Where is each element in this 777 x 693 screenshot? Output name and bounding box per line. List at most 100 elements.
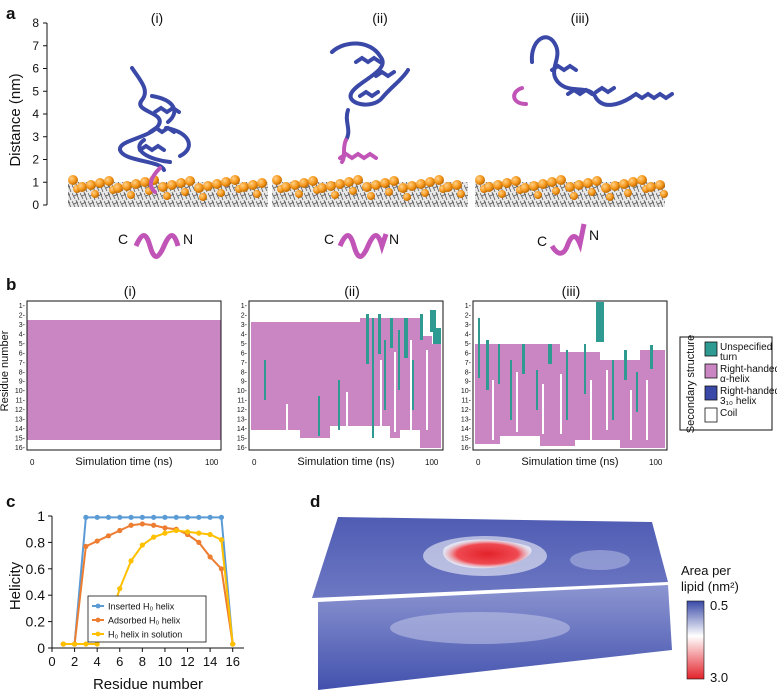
membrane-surface-top	[312, 517, 668, 598]
x-tick-label: 4	[94, 654, 101, 669]
lipid-headgroup	[547, 177, 557, 187]
colorbar-title-line1: Area per	[681, 563, 732, 578]
series-point-2	[94, 641, 100, 647]
state-label-ii: (ii)	[372, 10, 388, 26]
series-point-0	[207, 514, 213, 520]
legend-label: Unspecified	[720, 342, 772, 353]
lipid-headgroup	[353, 175, 363, 185]
residue-tick-label: 14-	[461, 426, 472, 433]
residue-tick-label: 7-	[19, 360, 26, 367]
series-point-0	[151, 514, 157, 520]
series-point-2	[60, 641, 66, 647]
series-point-1	[105, 533, 112, 539]
legend-label-line2: turn	[720, 352, 737, 363]
svg-text:N: N	[183, 231, 193, 247]
heatmap-xlabel: Simulation time (ns)	[75, 456, 172, 468]
series-point-2	[139, 542, 145, 548]
lipid-headgroup	[452, 180, 462, 190]
series-point-1	[207, 554, 213, 560]
residue-tick-label: 11-	[461, 398, 471, 405]
helicity-legend: Inserted H₀ helix Adsorbed H₀ helix H₀ hel…	[87, 595, 207, 643]
area-per-lipid-colorbar: Area per lipid (nm²) 0.5 3.0	[681, 563, 739, 685]
lipid-headgroup	[158, 182, 168, 192]
lipid-headgroup	[230, 175, 240, 185]
lipid-headgroup	[457, 190, 465, 198]
lipid-headgroup	[416, 179, 426, 189]
residue-tick-label: 1-	[465, 303, 472, 310]
legend-label-line2: α-helix	[720, 374, 750, 385]
helicity-xlabel: Residue number	[93, 676, 203, 693]
series-point-0	[139, 514, 145, 520]
svg-text:Simulation time (ns): Simulation time (ns)	[297, 456, 394, 468]
panel-a-ytick-label: 4	[32, 107, 39, 121]
lipid-headgroup	[299, 178, 309, 188]
svg-text:C: C	[118, 231, 128, 247]
state-label-i: (i)	[151, 10, 163, 26]
panel-label-d: d	[310, 492, 320, 511]
panel-a-ytick-label: 1	[32, 175, 39, 189]
lipid-headgroup	[565, 182, 575, 192]
heatmap-title-i: (i)	[124, 283, 136, 299]
panel-label-b: b	[6, 275, 16, 294]
panel-a-ytick-label: 5	[32, 84, 39, 98]
x-tick-label: 10	[158, 654, 172, 669]
panel-label-a: a	[6, 4, 16, 23]
lipid-headgroup	[610, 181, 620, 191]
series-point-0	[105, 514, 112, 520]
residue-tick-label: 15-	[15, 436, 26, 443]
residue-tick-label: 3-	[19, 322, 26, 329]
lipid-headgroup	[335, 179, 345, 189]
series-point-1	[94, 538, 100, 544]
series-point-0	[173, 514, 179, 520]
lipid-headgroup	[443, 182, 453, 192]
lipid-headgroup	[163, 192, 171, 200]
lipid-headgroup	[588, 188, 596, 196]
lipid-headgroup	[131, 179, 141, 189]
series-point-1	[83, 543, 89, 549]
series-point-2	[117, 586, 123, 592]
series-point-2	[184, 529, 191, 535]
lipid-headgroup	[122, 181, 132, 191]
residue-tick-label: 9-	[465, 379, 472, 386]
panel-a-ylabel: Distance (nm)	[7, 73, 24, 166]
residue-tick-label: 4-	[465, 331, 472, 338]
svg-text:C: C	[324, 231, 334, 247]
y-tick-label: 1	[37, 508, 45, 524]
lipid-headgroup	[628, 177, 638, 187]
residue-tick-label: 10-	[237, 388, 248, 395]
series-line-2	[63, 529, 234, 646]
lipid-headgroup	[344, 177, 354, 187]
lipid-headgroup	[127, 191, 135, 199]
residue-tick-label: 7-	[241, 360, 248, 367]
svg-text:N: N	[389, 231, 399, 247]
heatmap-ii: 1-2-3-4-5-6-7-8-9-10-11-12-13-14-15-16- …	[237, 300, 444, 468]
series-point-1	[218, 566, 225, 572]
legend-swatch	[704, 363, 718, 379]
x-tick-label: 2	[71, 654, 78, 669]
lipid-headgroup	[371, 180, 381, 190]
svg-text:Simulation time (ns): Simulation time (ns)	[521, 456, 618, 468]
series-point-0	[196, 514, 202, 520]
lipid-headgroup	[385, 188, 393, 196]
lipid-headgroup	[534, 191, 542, 199]
y-tick-label: 0.6	[26, 561, 46, 577]
y-tick-label: 0.4	[26, 587, 46, 603]
membrane-iii	[475, 175, 668, 207]
lipid-headgroup	[434, 175, 444, 185]
heatmap-ylabel: Residue number	[0, 330, 11, 411]
series-point-1	[139, 521, 145, 527]
lipid-headgroup	[362, 182, 372, 192]
lipid-headgroup	[529, 181, 539, 191]
lipid-headgroup	[660, 190, 668, 198]
legend-marker	[95, 631, 101, 637]
series-point-2	[151, 534, 157, 540]
lipid-headgroup	[570, 192, 578, 200]
lipid-headgroup	[601, 183, 611, 193]
lipid-headgroup	[421, 189, 429, 197]
lipid-headgroup	[95, 178, 105, 188]
lipid-headgroup	[484, 182, 494, 192]
panel-a-ytick-label: 0	[32, 198, 39, 212]
lipid-headgroup	[619, 179, 629, 189]
residue-tick-label: 2-	[19, 312, 26, 319]
legend-title: Secondary structure	[685, 335, 697, 433]
